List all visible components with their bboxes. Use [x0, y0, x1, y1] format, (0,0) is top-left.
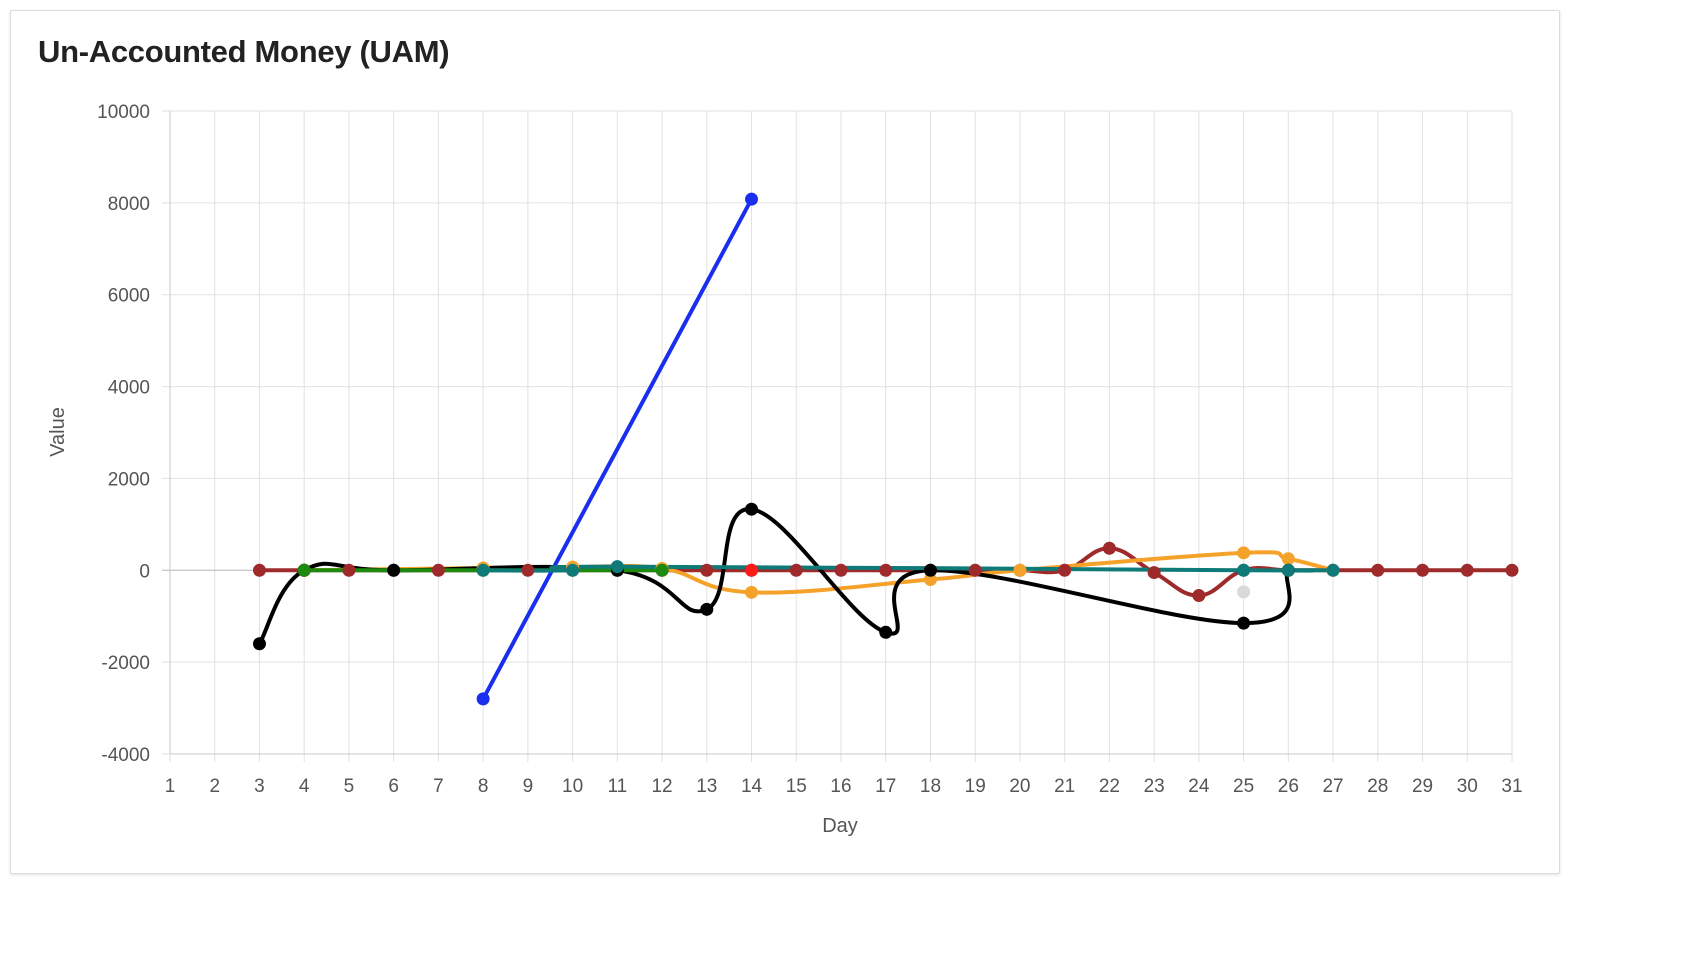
y-tick-label: -2000 [101, 653, 150, 674]
data-point-3 [745, 192, 759, 206]
data-point-0 [431, 563, 445, 577]
data-point-2 [387, 563, 401, 577]
data-point-7 [476, 563, 490, 577]
x-tick-label: 10 [562, 776, 583, 797]
y-tick-label: 4000 [108, 378, 150, 399]
series-line-1 [302, 550, 1336, 595]
tick-labels: 1 2 3 4 5 6 7 8 9 10 11 12 13 14 15 16 17 18 19 20 21 22 23 24 2… [97, 102, 1522, 797]
data-point-0 [1192, 589, 1206, 603]
x-tick-label: 4 [299, 776, 310, 797]
data-point-0 [968, 563, 982, 577]
chart-card [10, 10, 1560, 874]
data-point-6 [1237, 585, 1251, 599]
y-tick-label: 10000 [97, 102, 150, 123]
y-tick-label: -4000 [101, 745, 150, 766]
x-tick-label: 6 [388, 776, 399, 797]
data-point-7 [1326, 563, 1340, 577]
x-tick-label: 21 [1054, 776, 1075, 797]
x-tick-label: 8 [478, 776, 489, 797]
x-tick-label: 15 [786, 776, 807, 797]
x-tick-label: 30 [1457, 776, 1478, 797]
data-point-0 [252, 563, 266, 577]
grid [162, 110, 1513, 762]
data-point-0 [1147, 566, 1161, 580]
chart-title: Un-Accounted Money (UAM) [38, 34, 450, 69]
x-tick-label: 5 [344, 776, 355, 797]
y-axis-title: Value [47, 407, 69, 457]
data-point-2 [879, 625, 893, 639]
x-tick-label: 31 [1501, 776, 1522, 797]
data-point-0 [1102, 541, 1116, 555]
data-point-0 [521, 563, 535, 577]
x-tick-label: 17 [875, 776, 896, 797]
x-tick-label: 1 [165, 776, 176, 797]
axes [169, 111, 1512, 755]
data-point-7 [1281, 563, 1295, 577]
x-tick-label: 22 [1099, 776, 1120, 797]
x-tick-label: 25 [1233, 776, 1254, 797]
data-point-0 [1460, 563, 1474, 577]
x-tick-label: 9 [523, 776, 534, 797]
x-tick-label: 29 [1412, 776, 1433, 797]
x-tick-label: 2 [209, 776, 220, 797]
data-point-2 [700, 602, 714, 616]
data-point-3 [476, 692, 490, 706]
y-tick-label: 0 [139, 561, 150, 582]
data-point-1 [745, 585, 759, 599]
data-point-1 [1237, 546, 1251, 560]
data-point-2 [1237, 616, 1251, 630]
data-point-0 [789, 563, 803, 577]
series-points [252, 192, 1519, 706]
series-line-3 [481, 197, 754, 701]
x-tick-label: 27 [1322, 776, 1343, 797]
data-point-5 [745, 563, 759, 577]
data-point-0 [879, 563, 893, 577]
x-tick-label: 13 [696, 776, 717, 797]
x-tick-label: 28 [1367, 776, 1388, 797]
data-point-1 [1013, 563, 1027, 577]
x-tick-label: 26 [1278, 776, 1299, 797]
x-tick-label: 3 [254, 776, 265, 797]
data-point-2 [745, 502, 759, 516]
data-point-7 [566, 563, 580, 577]
x-tick-label: 16 [830, 776, 851, 797]
data-point-2 [923, 563, 937, 577]
data-point-0 [834, 563, 848, 577]
x-axis-title: Day [822, 815, 858, 837]
series-line-2 [257, 507, 1292, 646]
y-tick-label: 6000 [108, 286, 150, 307]
data-point-4 [297, 563, 311, 577]
x-tick-label: 23 [1144, 776, 1165, 797]
x-tick-label: 19 [965, 776, 986, 797]
x-tick-label: 20 [1009, 776, 1030, 797]
data-point-0 [1058, 563, 1072, 577]
y-tick-label: 2000 [108, 469, 150, 490]
data-point-7 [610, 560, 624, 574]
data-point-0 [342, 563, 356, 577]
data-point-7 [1237, 563, 1251, 577]
x-tick-label: 24 [1188, 776, 1210, 797]
data-point-0 [700, 563, 714, 577]
x-tick-label: 11 [607, 776, 627, 797]
data-point-1 [1281, 552, 1295, 566]
x-tick-label: 12 [651, 776, 672, 797]
x-tick-label: 7 [433, 776, 444, 797]
data-point-0 [1505, 563, 1519, 577]
data-point-0 [1371, 563, 1385, 577]
data-point-4 [655, 563, 669, 577]
x-tick-label: 14 [741, 776, 763, 797]
x-tick-label: 18 [920, 776, 941, 797]
data-point-0 [1416, 563, 1430, 577]
y-tick-label: 8000 [108, 194, 150, 215]
data-point-2 [252, 637, 266, 651]
